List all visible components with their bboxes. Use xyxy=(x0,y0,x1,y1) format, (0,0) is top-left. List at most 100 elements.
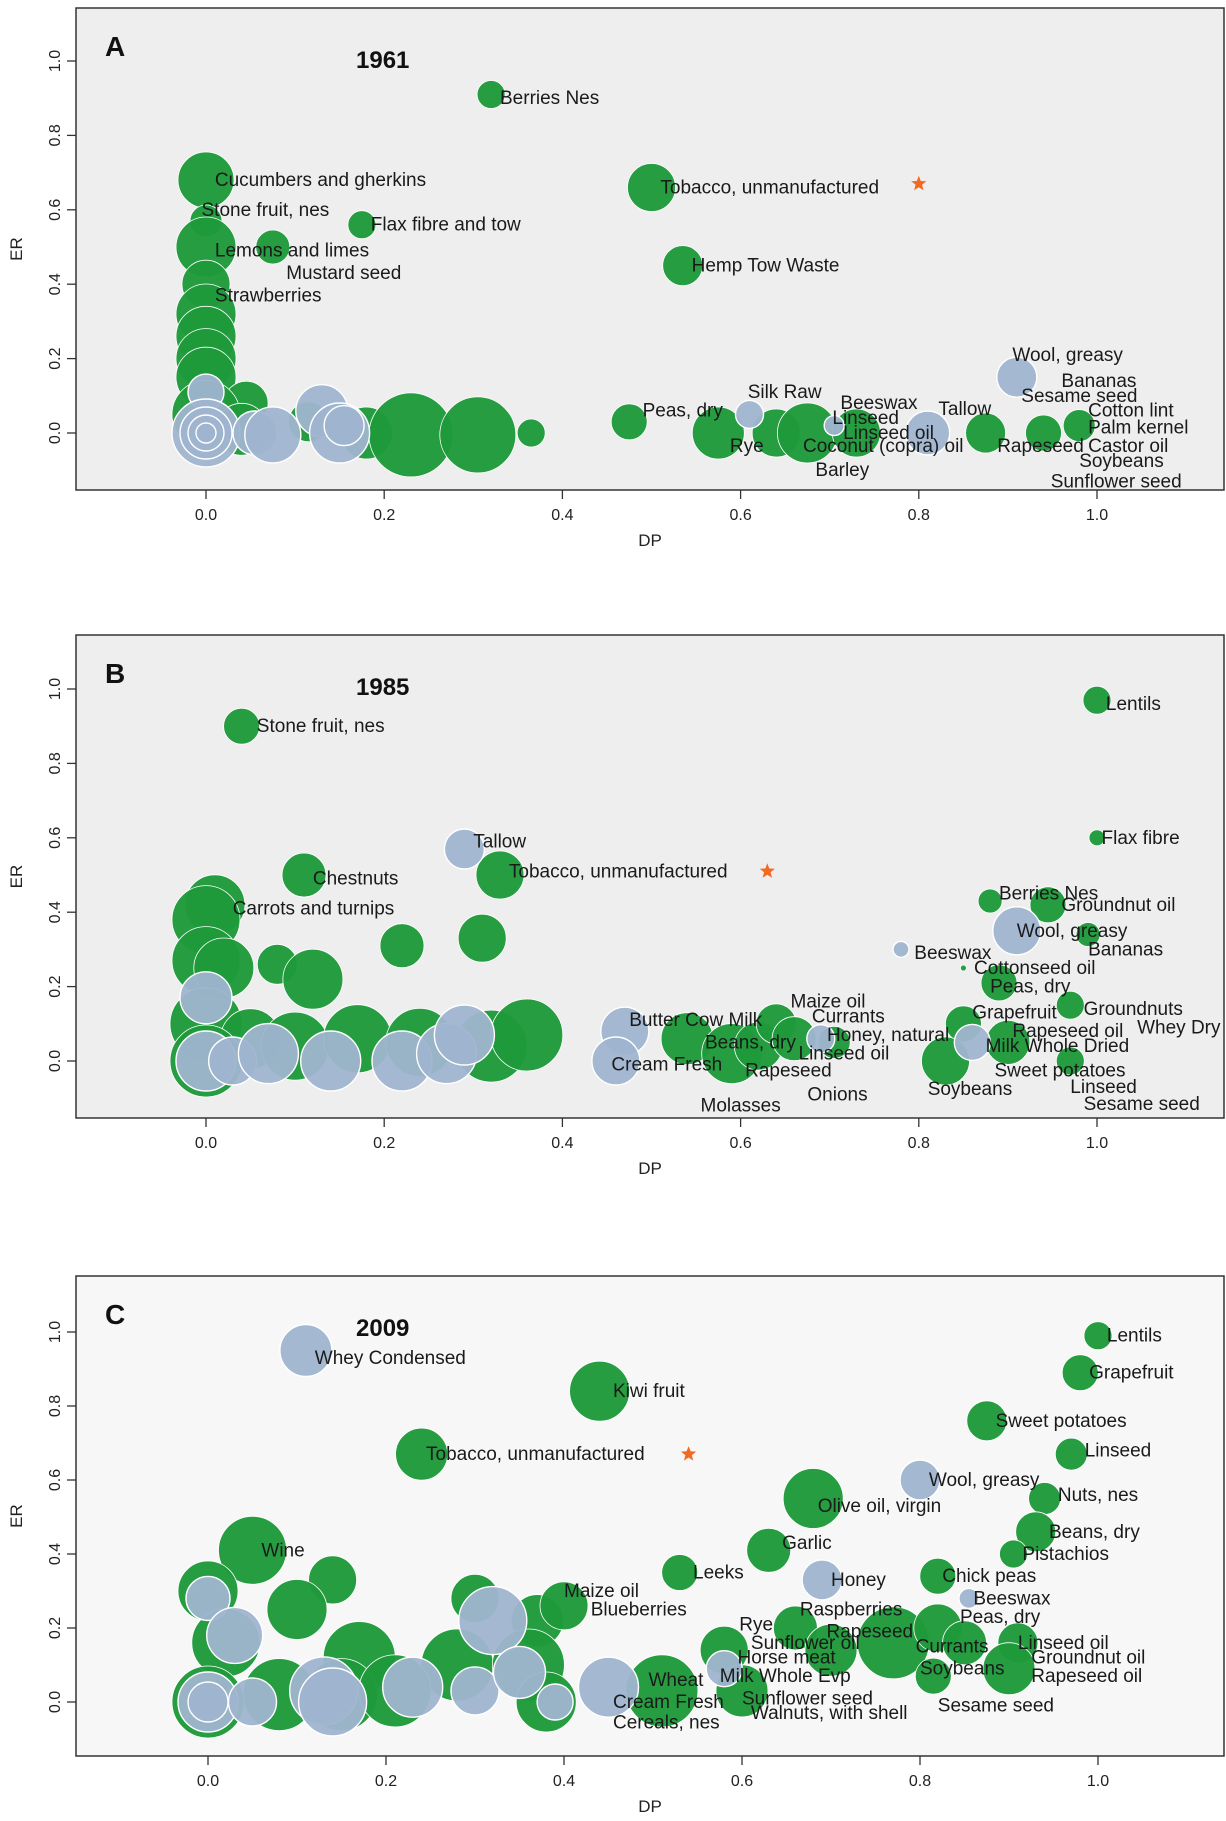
point-label: Castor oil xyxy=(1088,436,1168,457)
bubble-import xyxy=(433,1004,496,1066)
point-label: Whey Dry xyxy=(1137,1018,1221,1039)
bubble-export xyxy=(965,412,1006,454)
y-tick-label: 0.8 xyxy=(47,752,64,774)
bubble-export xyxy=(539,1581,589,1631)
point-label: Cereals, nes xyxy=(613,1712,720,1733)
bubble-export xyxy=(977,888,1003,914)
x-tick-label: 0.4 xyxy=(551,507,573,524)
bubble-import xyxy=(323,404,365,447)
bubble-import xyxy=(237,1022,300,1085)
point-label: Butter Cow Milk xyxy=(629,1010,763,1031)
point-label: Lemons and limes xyxy=(215,241,369,262)
bubble-import xyxy=(179,971,233,1025)
bubble-import xyxy=(185,1575,231,1622)
x-tick-label: 1.0 xyxy=(1086,507,1108,524)
y-tick-label: 0.6 xyxy=(47,1469,64,1491)
point-label: Tobacco, unmanufactured xyxy=(509,861,728,882)
x-tick-label: 0.4 xyxy=(551,1135,573,1152)
point-label: Stone fruit, nes xyxy=(202,200,330,221)
point-label: Berries Nes xyxy=(500,88,599,109)
bubble-export xyxy=(516,418,546,448)
bubble-export xyxy=(476,80,506,109)
bubble-export xyxy=(919,1557,957,1595)
point-label: Linseed xyxy=(832,408,899,429)
y-tick-label: 0.8 xyxy=(47,124,64,146)
panel-letter: B xyxy=(105,658,125,689)
bubble-import xyxy=(458,1585,528,1656)
bubble-export xyxy=(1055,990,1085,1020)
point-label: Raspberries xyxy=(800,1600,902,1621)
point-label: Rapeseed xyxy=(997,436,1084,457)
y-tick-label: 0.2 xyxy=(47,975,64,997)
point-label: Sesame seed xyxy=(1084,1094,1200,1115)
point-label: Beeswax xyxy=(973,1588,1051,1609)
point-label: Pistachios xyxy=(1022,1544,1109,1565)
y-tick-label: 0.4 xyxy=(47,901,64,923)
bubble-import xyxy=(187,1681,229,1723)
x-tick-label: 1.0 xyxy=(1087,1773,1109,1790)
bubble-import xyxy=(577,1656,640,1718)
y-tick-label: 0.2 xyxy=(47,347,64,369)
x-axis-title: DP xyxy=(638,1159,662,1178)
point-label: Blueberries xyxy=(591,1600,687,1621)
y-tick-label: 1.0 xyxy=(47,50,64,72)
bubble-export xyxy=(1082,685,1112,715)
bubble-import xyxy=(823,414,845,437)
panel-b: Lentils Stone fruit, nes Flax fibre Tallow C… xyxy=(7,634,1225,1178)
point-label: Wheat xyxy=(649,1670,705,1691)
point-label: Linseed oil xyxy=(843,423,934,444)
bubble-import xyxy=(244,406,302,464)
point-label: Wine xyxy=(261,1540,304,1561)
x-tick-label: 0.0 xyxy=(197,1773,219,1790)
point-label: Chestnuts xyxy=(313,869,399,890)
point-label: Garlic xyxy=(782,1533,832,1554)
bubble-export xyxy=(942,1620,987,1666)
point-label: Tobacco, unmanufactured xyxy=(660,178,879,199)
x-tick-label: 0.8 xyxy=(908,1135,930,1152)
star-marker-icon xyxy=(681,1446,697,1461)
bubble-export xyxy=(457,913,507,963)
point-label: Silk Raw xyxy=(748,382,822,403)
point-label: Peas, dry xyxy=(960,1607,1041,1628)
bubble-export xyxy=(281,852,327,898)
y-tick-label: 0.8 xyxy=(47,1395,64,1417)
point-label: Sunflower seed xyxy=(1051,471,1182,492)
point-label: Rye xyxy=(730,436,764,457)
bubble-export xyxy=(282,948,344,1010)
point-label: Wool, greasy xyxy=(1017,921,1128,942)
x-tick-label: 0.8 xyxy=(909,1773,931,1790)
bubble-export xyxy=(490,998,564,1072)
panel-c: Lentils Whey Condensed Grapefruit Kiwi frui… xyxy=(7,1275,1225,1816)
point-label: Hemp Tow Waste xyxy=(692,256,840,277)
point-label: Linseed oil xyxy=(1018,1633,1109,1654)
y-tick-label: 1.0 xyxy=(47,1321,64,1343)
point-label: Tallow xyxy=(938,399,991,420)
point-label: Tallow xyxy=(473,832,526,853)
bubble-import xyxy=(195,422,217,444)
bubble-export xyxy=(1025,414,1062,452)
bubble-import xyxy=(492,1645,547,1700)
point-label: Wool, greasy xyxy=(929,1470,1040,1491)
x-tick-label: 0.6 xyxy=(729,1135,751,1152)
bubble-export xyxy=(1083,1321,1113,1351)
point-label: Peas, dry xyxy=(643,401,724,422)
point-label: Peas, dry xyxy=(990,977,1071,998)
panel-letter: C xyxy=(105,1299,125,1330)
point-label: Tobacco, unmanufactured xyxy=(426,1444,645,1465)
point-label: Beans, dry xyxy=(705,1032,796,1053)
point-label: Rapeseed oil xyxy=(1012,1021,1123,1042)
y-axis-title: ER xyxy=(7,237,26,261)
point-label: Linseed oil xyxy=(799,1044,890,1065)
y-axis-title: ER xyxy=(7,865,26,889)
point-label: Beans, dry xyxy=(1049,1522,1140,1543)
y-tick-label: 0.6 xyxy=(47,199,64,221)
point-label: Grapefruit xyxy=(972,1003,1057,1024)
bubble-export xyxy=(782,1468,844,1529)
bubble-import xyxy=(953,1023,991,1062)
panel-title: 2009 xyxy=(356,1315,409,1342)
panel-a: Berries Nes Cucumbers and gherkins Tobacco… xyxy=(7,7,1225,550)
point-label: Groundnuts xyxy=(1084,999,1183,1020)
point-label: Bananas xyxy=(1061,371,1136,392)
bubble-export xyxy=(966,1400,1008,1442)
